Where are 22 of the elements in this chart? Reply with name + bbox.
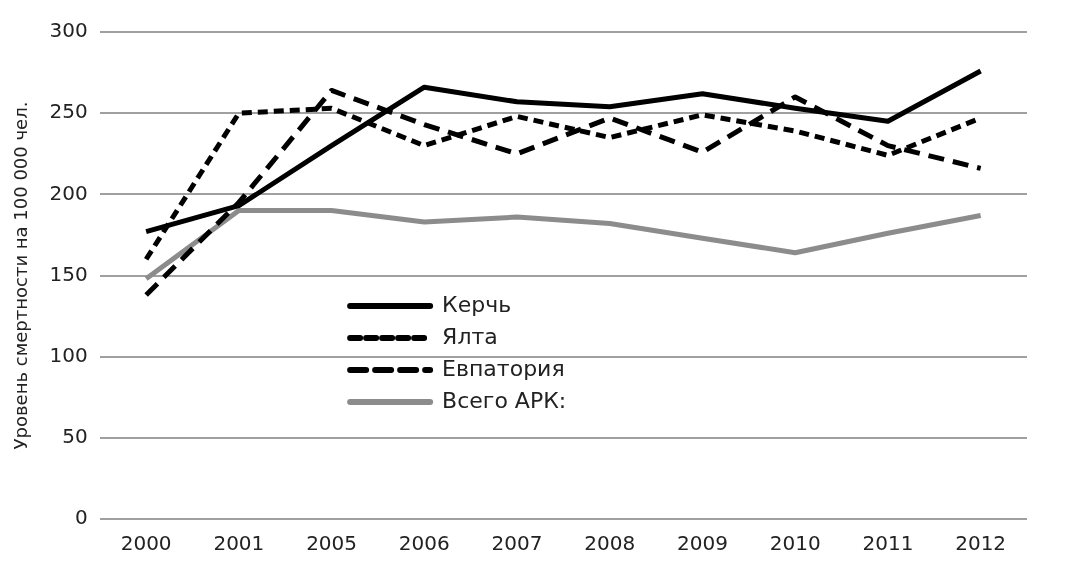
legend-label: Ялта bbox=[442, 323, 498, 349]
x-tick-label: 2006 bbox=[398, 531, 450, 556]
x-tick-label: 2007 bbox=[491, 531, 543, 556]
x-tick-label: 2001 bbox=[213, 531, 265, 556]
x-tick-label: 2005 bbox=[306, 531, 358, 556]
x-tick-label: 2011 bbox=[862, 531, 914, 556]
y-tick-label: 150 bbox=[49, 261, 88, 286]
y-tick-label: 200 bbox=[49, 180, 88, 205]
x-tick-label: 2000 bbox=[120, 531, 172, 556]
y-tick-label: 300 bbox=[49, 18, 88, 43]
x-tick-label: 2010 bbox=[769, 531, 821, 556]
y-tick-label: 50 bbox=[62, 424, 88, 449]
x-tick-label: 2012 bbox=[955, 531, 1007, 556]
y-axis-title: Уровень смертности на 100 000 чел. bbox=[10, 101, 32, 450]
legend-label: Евпатория bbox=[442, 355, 565, 381]
x-tick-label: 2009 bbox=[677, 531, 728, 556]
legend-label: Керчь bbox=[442, 291, 512, 317]
y-tick-label: 0 bbox=[75, 505, 88, 530]
y-tick-label: 250 bbox=[49, 99, 88, 124]
legend-label: Всего АРК: bbox=[442, 387, 567, 413]
y-tick-label: 100 bbox=[49, 342, 88, 367]
x-tick-label: 2008 bbox=[584, 531, 636, 556]
